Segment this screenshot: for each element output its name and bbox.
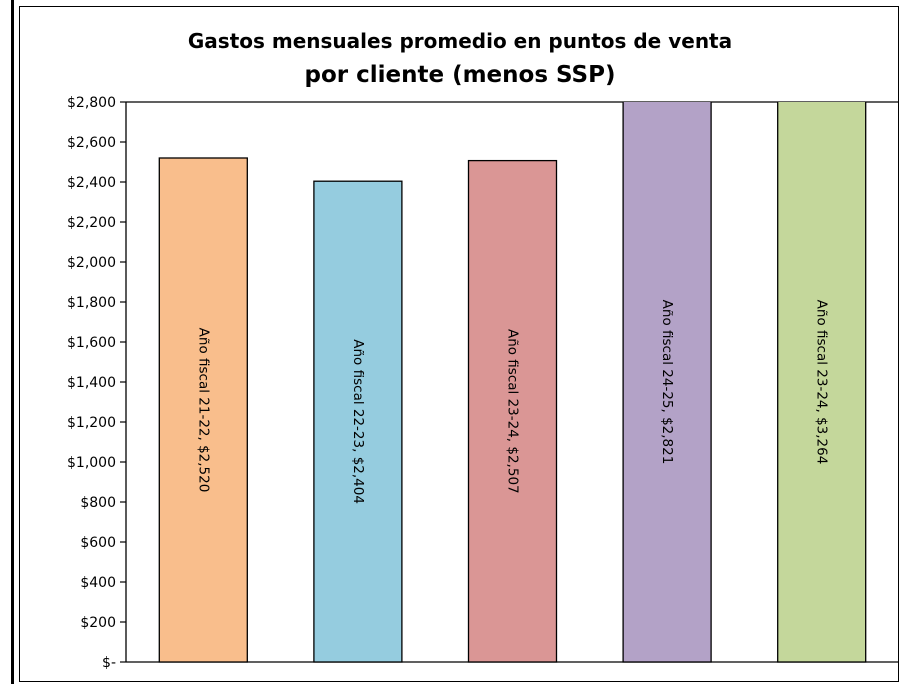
bar-data-label: Año fiscal 23-24, $3,264 xyxy=(814,300,830,465)
y-tick-label: $2,200 xyxy=(67,215,116,231)
bar xyxy=(777,102,867,663)
bar-data-label: Año fiscal 22-23, $2,404 xyxy=(350,339,366,504)
y-tick-label: $1,000 xyxy=(67,455,116,471)
bar xyxy=(467,159,558,663)
bar xyxy=(622,102,712,663)
y-tick-label: $800 xyxy=(80,495,116,511)
chart-subtitle: por cliente (menos SSP) xyxy=(304,62,616,88)
bar-data-label: Año fiscal 24-25, $2,821 xyxy=(659,300,675,465)
y-tick-label: $- xyxy=(102,655,116,671)
y-tick-label: $1,200 xyxy=(67,415,116,431)
y-tick-label: $2,600 xyxy=(67,135,116,151)
y-tick-label: $2,400 xyxy=(67,175,116,191)
y-tick-label: $2,000 xyxy=(67,255,116,271)
y-tick-label: $1,800 xyxy=(67,295,116,311)
y-tick-label: $400 xyxy=(80,575,116,591)
bar-data-label: Año fiscal 23-24, $2,507 xyxy=(505,329,521,494)
bar-data-label: Año fiscal 21-22, $2,520 xyxy=(195,328,211,493)
y-tick-label: $2,800 xyxy=(67,95,116,111)
bar xyxy=(158,157,248,663)
chart-title: Gastos mensuales promedio en puntos de v… xyxy=(187,29,733,53)
y-tick-label: $200 xyxy=(80,615,116,631)
y-tick-label: $600 xyxy=(80,535,116,551)
y-tick-label: $1,600 xyxy=(67,335,116,351)
left-border-line xyxy=(11,0,14,684)
y-tick-label: $1,400 xyxy=(67,375,116,391)
bar xyxy=(313,180,403,663)
